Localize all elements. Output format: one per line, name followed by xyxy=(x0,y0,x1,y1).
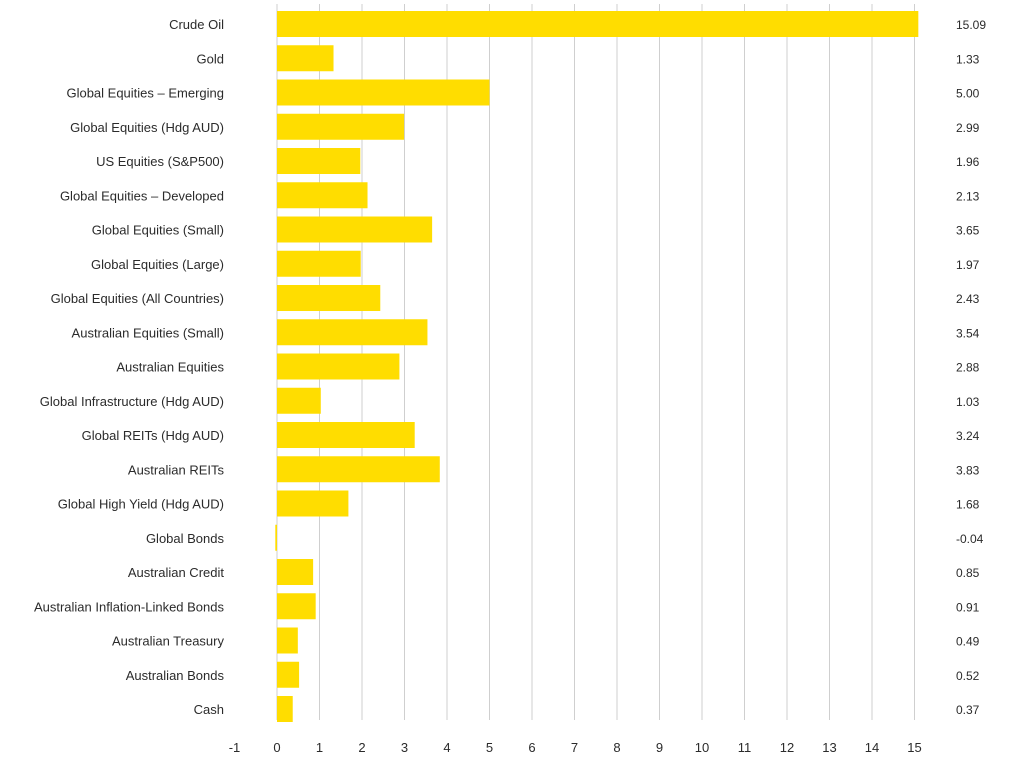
x-tick-label: 7 xyxy=(571,740,578,755)
value-label: 3.24 xyxy=(956,429,980,443)
bar xyxy=(277,696,293,722)
category-label: Australian REITs xyxy=(128,462,225,477)
bar xyxy=(277,285,381,311)
bar xyxy=(277,250,361,277)
x-tick-label: 3 xyxy=(401,740,408,755)
x-tick-label: 4 xyxy=(443,740,450,755)
value-label: 0.91 xyxy=(956,600,980,614)
category-label: Australian Credit xyxy=(128,565,224,580)
bar xyxy=(277,661,300,688)
category-label: Crude Oil xyxy=(169,17,224,32)
category-label: Global Equities – Developed xyxy=(60,188,224,203)
category-label: Global Equities (Small) xyxy=(92,223,224,238)
value-label: 2.99 xyxy=(956,121,980,135)
x-tick-label: 5 xyxy=(486,740,493,755)
bar xyxy=(277,387,321,414)
category-label: Global Equities (Large) xyxy=(91,257,224,272)
x-tick-label: 13 xyxy=(822,740,836,755)
category-label: Global Equities – Emerging xyxy=(66,86,224,101)
bars xyxy=(275,11,919,722)
bar xyxy=(277,353,400,380)
bar xyxy=(275,524,277,551)
bar xyxy=(277,45,334,72)
value-label: 3.54 xyxy=(956,326,980,340)
value-label: 1.03 xyxy=(956,395,980,409)
category-label: Global REITs (Hdg AUD) xyxy=(82,428,224,443)
value-label: 15.09 xyxy=(956,18,986,32)
bar xyxy=(277,456,440,483)
category-label: US Equities (S&P500) xyxy=(96,154,224,169)
value-labels: 15.09 1.33 5.00 2.99 1.96 2.13 3.65 1.97 2.43 3.5… xyxy=(956,18,986,717)
value-label: 0.52 xyxy=(956,669,980,683)
bar xyxy=(277,627,298,654)
category-label: Cash xyxy=(194,702,224,717)
value-label: 1.68 xyxy=(956,498,980,512)
bar xyxy=(277,79,490,106)
category-label: Global Infrastructure (Hdg AUD) xyxy=(40,394,224,409)
value-label: 0.49 xyxy=(956,635,980,649)
x-tick-label: 15 xyxy=(907,740,921,755)
bar xyxy=(277,422,415,448)
bar xyxy=(277,559,314,585)
category-label: Australian Equities (Small) xyxy=(72,325,224,340)
x-axis-tick-labels: -1 0 1 2 3 4 5 6 7 8 9 10 11 12 13 14 15 xyxy=(229,740,922,755)
x-tick-label: 8 xyxy=(613,740,620,755)
bar xyxy=(277,11,919,37)
category-label: Australian Equities xyxy=(116,360,224,375)
x-tick-label: -1 xyxy=(229,740,241,755)
x-tick-label: 11 xyxy=(738,740,752,755)
bar xyxy=(277,148,361,174)
value-label: 2.13 xyxy=(956,189,980,203)
x-tick-label: 1 xyxy=(316,740,323,755)
x-tick-label: 9 xyxy=(656,740,663,755)
x-tick-label: 2 xyxy=(358,740,365,755)
value-label: 3.83 xyxy=(956,463,980,477)
category-label: Global High Yield (Hdg AUD) xyxy=(58,497,224,512)
x-tick-label: 14 xyxy=(865,740,879,755)
bar xyxy=(277,490,349,517)
category-label: Australian Treasury xyxy=(112,634,224,649)
x-tick-label: 12 xyxy=(780,740,794,755)
x-tick-label: 6 xyxy=(528,740,535,755)
bar xyxy=(277,319,428,346)
value-label: 2.88 xyxy=(956,361,980,375)
category-label: Australian Bonds xyxy=(126,668,225,683)
value-label: 2.43 xyxy=(956,292,980,306)
value-label: 5.00 xyxy=(956,87,980,101)
x-tick-label: 0 xyxy=(273,740,280,755)
category-label: Global Bonds xyxy=(146,531,225,546)
gridlines xyxy=(276,4,915,720)
value-label: 1.97 xyxy=(956,258,980,272)
value-label: 1.33 xyxy=(956,52,980,66)
value-label: -0.04 xyxy=(956,532,984,546)
category-label: Australian Inflation-Linked Bonds xyxy=(34,599,225,614)
value-label: 0.85 xyxy=(956,566,980,580)
category-label: Global Equities (Hdg AUD) xyxy=(70,120,224,135)
value-label: 1.96 xyxy=(956,155,980,169)
value-label: 3.65 xyxy=(956,224,980,238)
category-label: Global Equities (All Countries) xyxy=(51,291,224,306)
category-labels: Crude Oil Gold Global Equities – Emerging G… xyxy=(34,17,225,717)
bar xyxy=(277,113,405,140)
value-label: 0.37 xyxy=(956,703,980,717)
x-tick-label: 10 xyxy=(695,740,709,755)
category-label: Gold xyxy=(197,51,224,66)
bar xyxy=(277,216,433,243)
bar xyxy=(277,182,368,209)
bar xyxy=(277,593,316,620)
